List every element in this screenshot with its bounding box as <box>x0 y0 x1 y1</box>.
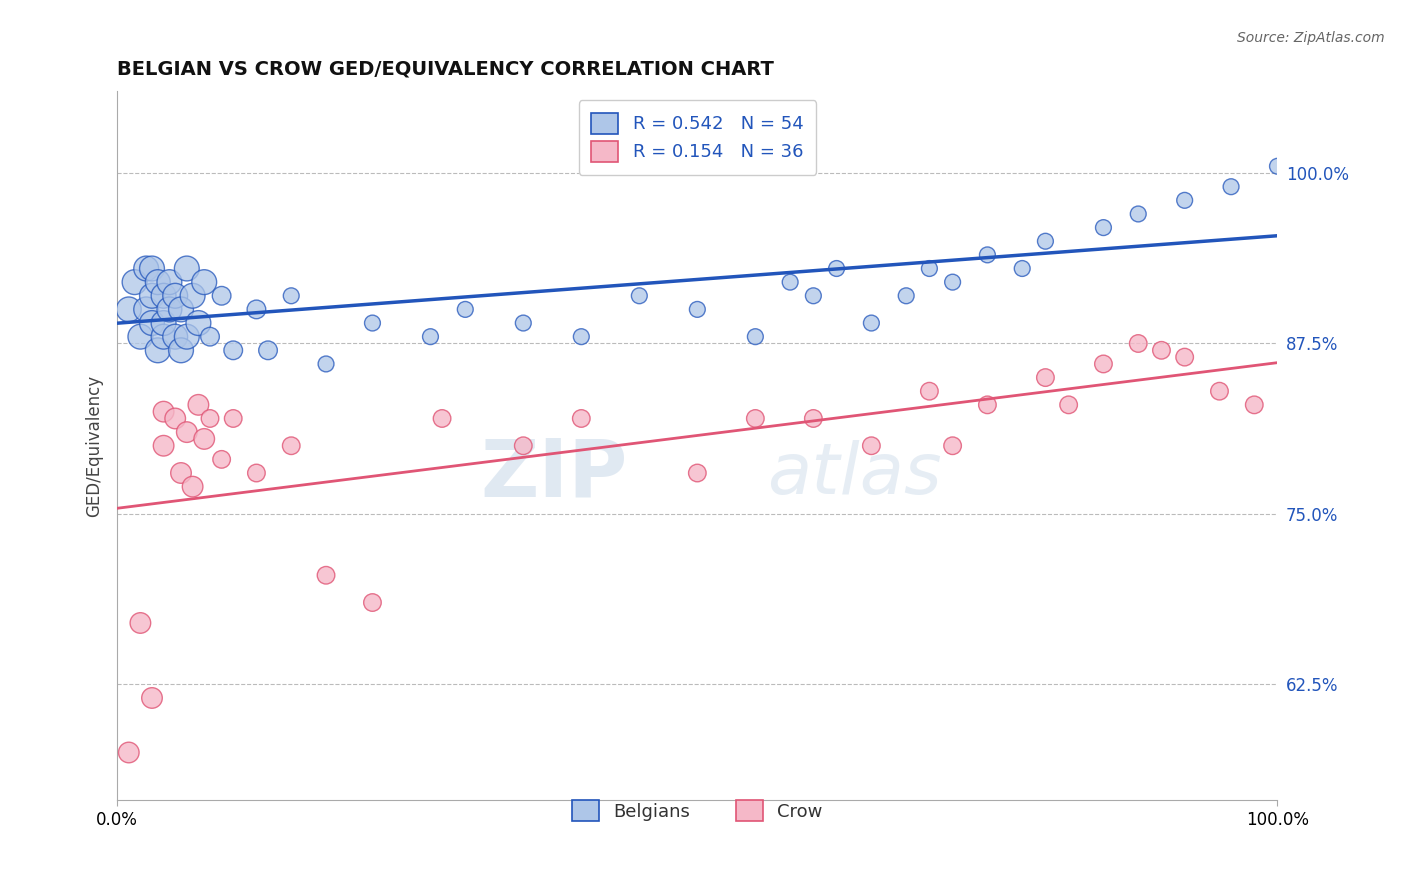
Point <box>211 452 233 467</box>
Point <box>744 411 766 425</box>
Point <box>918 384 941 399</box>
Point <box>135 261 157 276</box>
Point <box>942 439 965 453</box>
Point <box>1128 336 1150 351</box>
Point <box>1150 343 1173 358</box>
Point <box>146 343 169 358</box>
Point <box>361 595 384 609</box>
Point <box>512 316 534 330</box>
Point <box>176 425 198 439</box>
Point <box>280 439 302 453</box>
Point <box>976 398 998 412</box>
Point <box>942 275 965 289</box>
Point <box>454 302 477 317</box>
Point <box>152 404 174 418</box>
Point <box>1057 398 1080 412</box>
Point <box>118 746 141 760</box>
Point <box>245 302 267 317</box>
Text: ZIP: ZIP <box>481 435 627 513</box>
Point <box>129 615 152 630</box>
Point <box>157 302 180 317</box>
Y-axis label: GED/Equivalency: GED/Equivalency <box>86 375 103 516</box>
Point <box>825 261 848 276</box>
Point <box>1092 220 1115 235</box>
Point <box>1243 398 1265 412</box>
Point <box>170 343 193 358</box>
Point <box>918 261 941 276</box>
Point <box>152 316 174 330</box>
Point <box>1128 207 1150 221</box>
Point <box>976 248 998 262</box>
Point <box>135 302 157 317</box>
Point <box>165 411 187 425</box>
Point <box>628 289 651 303</box>
Point <box>118 302 141 317</box>
Point <box>257 343 280 358</box>
Point <box>245 466 267 480</box>
Point <box>1035 234 1057 248</box>
Legend: Belgians, Crow: Belgians, Crow <box>560 788 835 834</box>
Point <box>129 329 152 343</box>
Point <box>1174 194 1197 208</box>
Point <box>801 289 824 303</box>
Point <box>1174 350 1197 364</box>
Point <box>193 275 215 289</box>
Point <box>860 316 883 330</box>
Point <box>222 411 245 425</box>
Point <box>187 316 209 330</box>
Text: Source: ZipAtlas.com: Source: ZipAtlas.com <box>1237 31 1385 45</box>
Point <box>198 411 221 425</box>
Point <box>165 329 187 343</box>
Point <box>860 439 883 453</box>
Point <box>569 329 592 343</box>
Point <box>211 289 233 303</box>
Point <box>141 289 163 303</box>
Point <box>187 398 209 412</box>
Point <box>430 411 453 425</box>
Point <box>512 439 534 453</box>
Point <box>157 275 180 289</box>
Point <box>686 466 709 480</box>
Point <box>152 289 174 303</box>
Point <box>181 480 204 494</box>
Point <box>1267 159 1289 173</box>
Point <box>1035 370 1057 384</box>
Point <box>141 690 163 705</box>
Point <box>193 432 215 446</box>
Point <box>222 343 245 358</box>
Point <box>176 261 198 276</box>
Point <box>176 329 198 343</box>
Point <box>1011 261 1033 276</box>
Point <box>170 302 193 317</box>
Point <box>280 289 302 303</box>
Point <box>1208 384 1230 399</box>
Point <box>165 289 187 303</box>
Point <box>361 316 384 330</box>
Point <box>801 411 824 425</box>
Point <box>315 568 337 582</box>
Point <box>141 316 163 330</box>
Point <box>124 275 146 289</box>
Point <box>152 329 174 343</box>
Point <box>146 275 169 289</box>
Point <box>181 289 204 303</box>
Point <box>419 329 441 343</box>
Point <box>896 289 918 303</box>
Point <box>152 439 174 453</box>
Point <box>744 329 766 343</box>
Point <box>779 275 801 289</box>
Point <box>569 411 592 425</box>
Point <box>686 302 709 317</box>
Point <box>198 329 221 343</box>
Point <box>315 357 337 371</box>
Text: atlas: atlas <box>766 440 942 508</box>
Point <box>1220 179 1243 194</box>
Point <box>141 261 163 276</box>
Text: BELGIAN VS CROW GED/EQUIVALENCY CORRELATION CHART: BELGIAN VS CROW GED/EQUIVALENCY CORRELAT… <box>117 60 775 78</box>
Point <box>1092 357 1115 371</box>
Point <box>170 466 193 480</box>
